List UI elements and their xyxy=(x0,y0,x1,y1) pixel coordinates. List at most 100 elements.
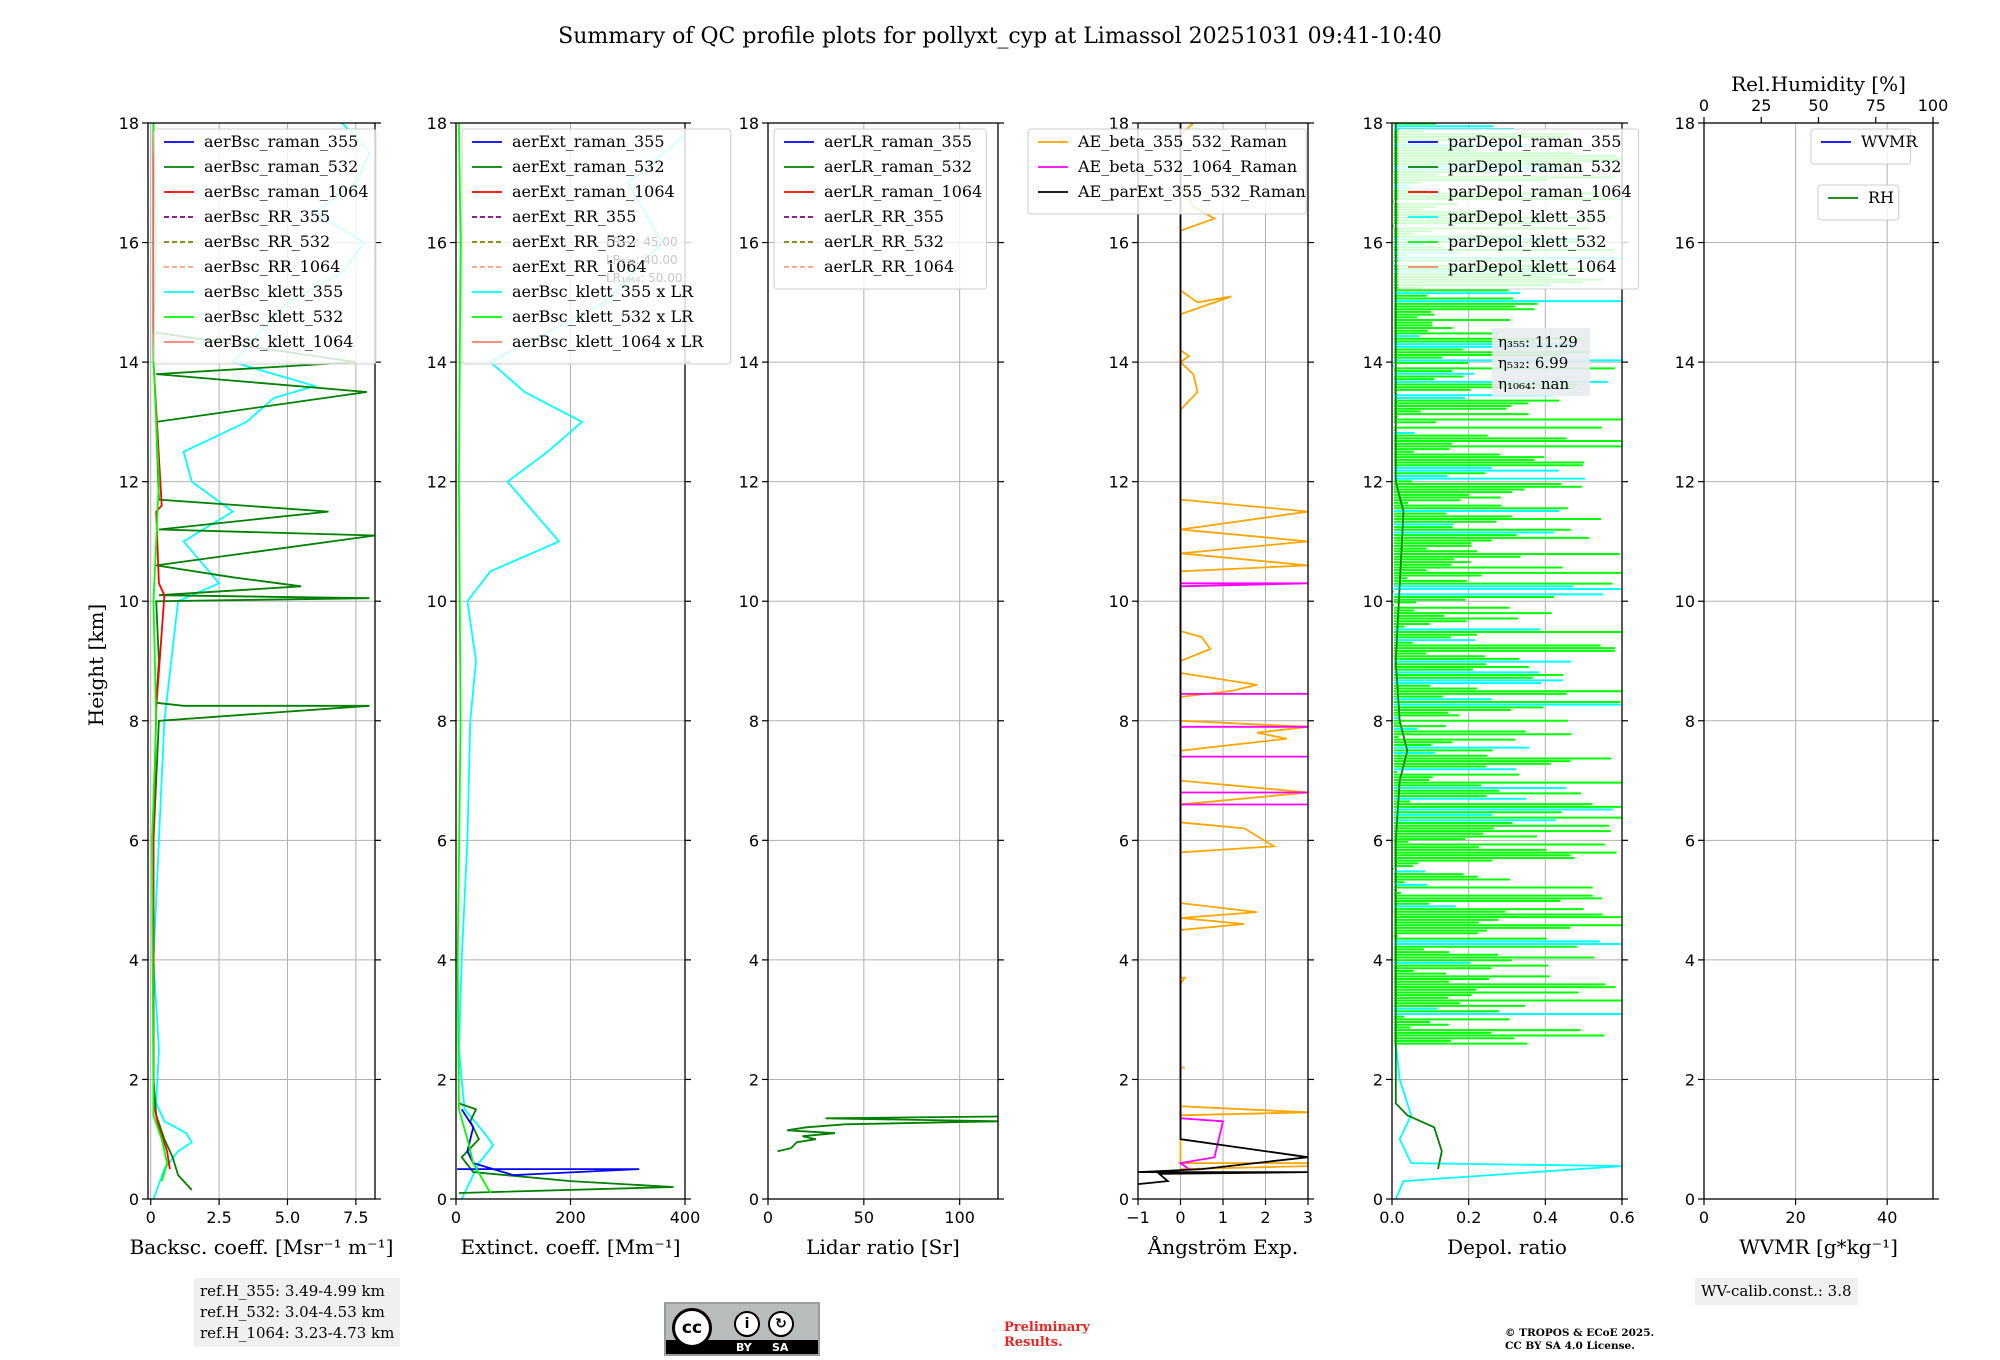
ytick-label: 12 xyxy=(1675,473,1695,492)
legend-label: aerExt_raman_355 xyxy=(512,132,665,151)
ytick-label: 18 xyxy=(1675,114,1695,133)
legend-label: aerBsc_RR_532 xyxy=(204,232,330,251)
legend-bsc: aerBsc_raman_355 aerBsc_raman_532 aerBsc_r… xyxy=(153,128,377,365)
top-xtick-label: 0 xyxy=(1699,96,1709,115)
ytick-label: 4 xyxy=(749,951,759,970)
legend-label: aerExt_raman_1064 xyxy=(512,182,675,201)
ytick-label: 14 xyxy=(1363,353,1383,372)
panel-bsc: 0 2 4 6 8 10 12 14 16 18 0 2.5 5.0 7.5 Backsc. coeff. … xyxy=(119,114,394,1259)
xtick-label: 50 xyxy=(854,1208,874,1227)
cc-by-label: BY xyxy=(736,1341,752,1354)
ytick-label: 2 xyxy=(1373,1070,1383,1089)
ytick-label: 10 xyxy=(427,592,447,611)
legend-label: aerBsc_klett_355 xyxy=(204,282,343,301)
ytick-label: 12 xyxy=(739,473,759,492)
ytick-label: 6 xyxy=(437,831,447,850)
preliminary-results-note: Preliminary Results. xyxy=(1004,1320,1090,1350)
y-axis-label: Height [km] xyxy=(84,604,108,726)
panel-ext: 0 2 4 6 8 10 12 14 16 18 0 200 400 Extinct. coeff. [M… xyxy=(427,114,732,1259)
xtick-label: 0 xyxy=(1699,1208,1709,1227)
legend-label: aerBsc_raman_355 xyxy=(204,132,358,151)
xtick-label: 0.0 xyxy=(1379,1208,1404,1227)
ytick-label: 10 xyxy=(119,592,139,611)
xtick-label: 100 xyxy=(944,1208,975,1227)
ytick-label: 8 xyxy=(129,712,139,731)
series-lr-0 xyxy=(777,1115,998,1153)
ytick-label: 14 xyxy=(427,353,447,372)
top-xtick-label: 75 xyxy=(1866,96,1886,115)
legend-label: RH xyxy=(1868,188,1894,207)
ytick-label: 10 xyxy=(739,592,759,611)
legend-label: AE_beta_355_532_Raman xyxy=(1077,132,1287,151)
xtick-label: −1 xyxy=(1126,1208,1150,1227)
xtick-label: 400 xyxy=(670,1208,701,1227)
xtick-label: 7.5 xyxy=(343,1208,368,1227)
ytick-label: 6 xyxy=(1373,831,1383,850)
top-xtick-label: 100 xyxy=(1918,96,1949,115)
legend-label: aerBsc_klett_1064 xyxy=(204,332,353,351)
cc-sa-label: SA xyxy=(772,1341,789,1354)
xtick-label: 200 xyxy=(555,1208,586,1227)
legend-box xyxy=(461,128,732,365)
attribution-icon: i xyxy=(734,1311,760,1337)
ytick-label: 12 xyxy=(1363,473,1383,492)
legend-label: aerBsc_raman_532 xyxy=(204,157,358,176)
ytick-label: 18 xyxy=(119,114,139,133)
legend-box xyxy=(1027,128,1307,215)
ytick-label: 16 xyxy=(739,234,759,253)
ytick-label: 14 xyxy=(119,353,139,372)
wv-calibration-box: WV-calib.const.: 3.8 xyxy=(1695,1278,1858,1305)
legend-label: aerLR_RR_532 xyxy=(824,232,944,251)
ytick-label: 4 xyxy=(1373,951,1383,970)
legend-label: aerLR_raman_1064 xyxy=(824,182,982,201)
lidar-ratio-note: LR₁₀₆₄: 50.00 xyxy=(606,271,682,285)
legend-label: aerExt_raman_532 xyxy=(512,157,665,176)
legend-label: aerLR_raman_532 xyxy=(824,157,972,176)
ytick-label: 6 xyxy=(749,831,759,850)
x-axis-label: Ångström Exp. xyxy=(1147,1234,1298,1259)
ytick-label: 8 xyxy=(749,712,759,731)
ytick-label: 12 xyxy=(427,473,447,492)
series-ext-2 xyxy=(457,1108,640,1177)
cc-logo-icon: cc xyxy=(672,1308,712,1348)
preliminary-line-1: Preliminary xyxy=(1004,1320,1090,1335)
legend-box xyxy=(1817,184,1900,221)
ytick-label: 8 xyxy=(1119,712,1129,731)
xtick-label: 0 xyxy=(763,1208,773,1227)
share-alike-icon: ↻ xyxy=(768,1311,794,1337)
legend-label: parDepol_klett_355 xyxy=(1448,207,1606,226)
ytick-label: 0 xyxy=(1119,1190,1129,1209)
ytick-label: 12 xyxy=(119,473,139,492)
ytick-label: 0 xyxy=(129,1190,139,1209)
legend-label: parDepol_klett_532 xyxy=(1448,232,1606,251)
copyright-line-1: © TROPOS & ECoE 2025. xyxy=(1505,1327,1655,1339)
xtick-label: 20 xyxy=(1785,1208,1805,1227)
top-axis-label: Rel.Humidity [%] xyxy=(1731,72,1906,96)
legend-label: aerLR_raman_355 xyxy=(824,132,972,151)
legend-label: aerExt_RR_1064 xyxy=(512,257,647,276)
legend-label: parDepol_raman_355 xyxy=(1448,132,1621,151)
legend-wv: WVMR xyxy=(1810,128,1918,165)
lidar-ratio-note: LR₅₃₂: 40.00 xyxy=(606,253,678,267)
legend-label: aerExt_RR_532 xyxy=(512,232,636,251)
legend-label: AE_beta_532_1064_Raman xyxy=(1077,157,1297,176)
copyright-note: © TROPOS & ECoE 2025. CC BY SA 4.0 Licen… xyxy=(1505,1327,1654,1353)
xtick-label: 0.4 xyxy=(1533,1208,1558,1227)
xtick-label: 3 xyxy=(1303,1208,1313,1227)
series-ext-3 xyxy=(456,123,492,1194)
xtick-label: 2 xyxy=(1260,1208,1270,1227)
legend-label: WVMR xyxy=(1861,132,1918,151)
legend-label: parDepol_klett_1064 xyxy=(1448,257,1617,276)
ytick-label: 14 xyxy=(1675,353,1695,372)
ytick-label: 6 xyxy=(1119,831,1129,850)
ytick-label: 2 xyxy=(1685,1070,1695,1089)
eta-box xyxy=(1492,328,1590,396)
x-axis-label: Extinct. coeff. [Mm⁻¹] xyxy=(460,1235,680,1259)
xtick-label: 0.6 xyxy=(1609,1208,1634,1227)
legend-label: aerBsc_klett_532 xyxy=(204,307,343,326)
cc-license-badge[interactable]: cc i ↻ BY SA xyxy=(664,1302,820,1356)
ytick-label: 4 xyxy=(129,951,139,970)
